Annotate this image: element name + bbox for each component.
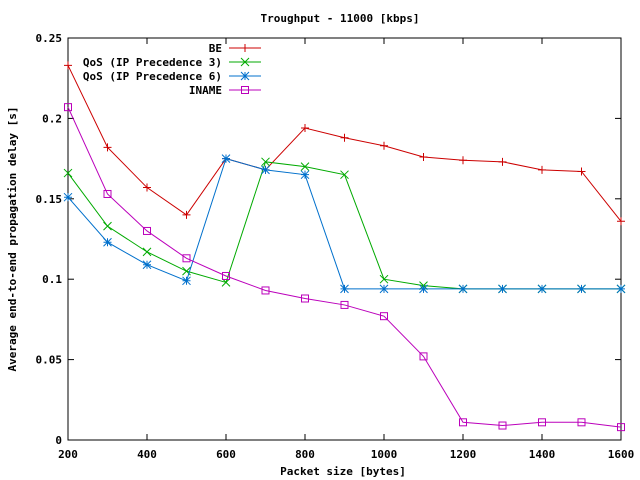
data-point (64, 61, 72, 70)
data-point (241, 86, 249, 94)
x-tick-label: 1200 (450, 448, 477, 461)
data-point (498, 284, 507, 294)
data-point (419, 284, 428, 294)
y-tick-label: 0.15 (36, 193, 63, 206)
data-point (222, 271, 230, 280)
data-point (577, 167, 586, 176)
data-point (142, 260, 152, 270)
series-qos-ip-precedence-3 (63, 157, 626, 294)
series-line (67, 65, 622, 222)
legend-entry: INAME (189, 84, 261, 97)
data-point (300, 162, 310, 171)
y-tick-label: 0.1 (42, 273, 62, 286)
data-point (380, 312, 388, 321)
data-point (261, 157, 270, 167)
data-point (577, 418, 586, 427)
data-point (103, 221, 112, 231)
data-point (301, 124, 309, 133)
x-tick-label: 1000 (371, 448, 398, 461)
data-point (340, 300, 349, 309)
data-point (103, 189, 112, 198)
data-point (498, 421, 507, 430)
data-point (458, 284, 468, 294)
data-point (240, 57, 250, 67)
x-tick-label: 800 (295, 448, 315, 461)
data-point (617, 423, 625, 432)
data-point (498, 157, 507, 166)
series-line (67, 106, 622, 428)
data-point (103, 237, 112, 247)
data-point (577, 284, 586, 294)
data-point (142, 247, 152, 257)
axis-ticks: 200 400 600 800 1000 1200 1400 1600 0 0.05 0.1 0.15… (36, 32, 635, 461)
legend-label: QoS (IP Precedence 6) (83, 70, 222, 83)
data-point (617, 217, 625, 226)
x-tick-label: 400 (137, 448, 157, 461)
x-tick-label: 600 (216, 448, 236, 461)
data-point (340, 170, 349, 180)
legend-label: INAME (189, 84, 222, 97)
data-point (380, 141, 388, 150)
legend-entry: BE (209, 42, 261, 55)
data-point (182, 254, 191, 263)
data-point (261, 286, 270, 295)
y-tick-label: 0 (55, 434, 62, 447)
data-point (379, 284, 389, 294)
data-point (419, 152, 428, 161)
data-point (300, 170, 310, 180)
data-point (261, 165, 270, 175)
series-line (67, 161, 621, 290)
data-point (616, 284, 626, 294)
legend-entry: QoS (IP Precedence 3) (83, 56, 261, 69)
data-point (64, 103, 72, 112)
data-point (340, 133, 349, 142)
y-tick-label: 0.25 (36, 32, 63, 45)
plot-area-border (67, 37, 622, 441)
y-tick-label: 0.2 (42, 112, 62, 125)
x-tick-label: 1600 (608, 448, 635, 461)
data-point (379, 274, 389, 284)
data-point (459, 156, 467, 165)
x-tick-label: 1400 (529, 448, 556, 461)
chart-title: Troughput - 11000 [kbps] (261, 12, 420, 25)
series-line (67, 157, 621, 290)
x-tick-label: 200 (58, 448, 78, 461)
data-point (241, 44, 249, 52)
series-qos-ip-precedence-6 (63, 154, 626, 294)
data-point (537, 284, 547, 294)
data-point (103, 143, 112, 152)
data-point (538, 165, 546, 174)
y-tick-label: 0.05 (36, 354, 63, 367)
data-point (143, 183, 151, 192)
data-point (182, 210, 191, 219)
y-axis-label: Average end-to-end propagation delay [s] (6, 107, 19, 372)
series-be (64, 61, 625, 226)
data-point (63, 192, 73, 202)
data-point (240, 71, 250, 81)
data-point (301, 294, 309, 303)
series-layer (63, 61, 626, 432)
legend-entry: QoS (IP Precedence 6) (83, 70, 261, 83)
data-point (459, 418, 467, 427)
x-axis-label: Packet size [bytes] (280, 465, 406, 478)
data-point (538, 418, 546, 427)
legend-label: QoS (IP Precedence 3) (83, 56, 222, 69)
data-point (419, 352, 428, 361)
series-iname (64, 103, 625, 432)
data-point (63, 168, 73, 178)
data-point (143, 226, 151, 235)
data-point (340, 284, 349, 294)
legend-label: BE (209, 42, 222, 55)
data-point (221, 154, 231, 163)
data-point (182, 276, 191, 286)
